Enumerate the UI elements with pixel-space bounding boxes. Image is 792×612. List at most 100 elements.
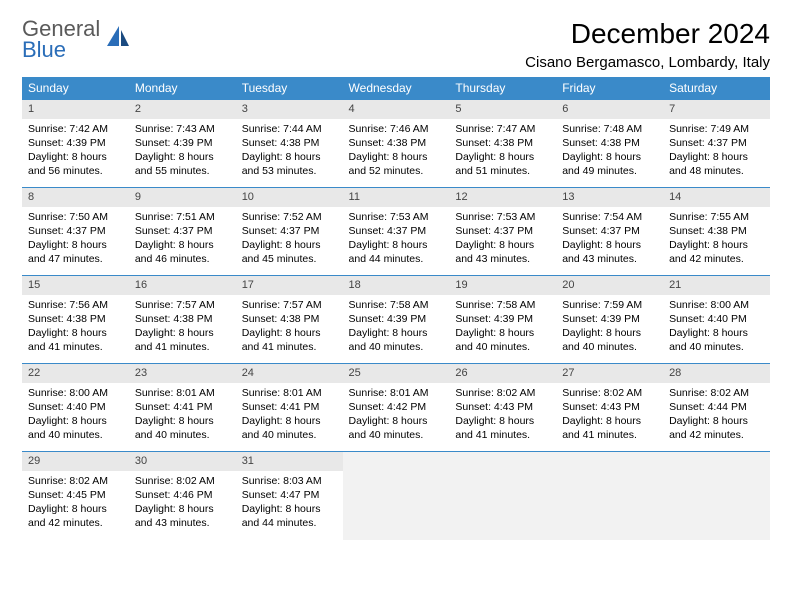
calendar-day: 11Sunrise: 7:53 AMSunset: 4:37 PMDayligh… [343,188,450,276]
sunset-text: Sunset: 4:37 PM [242,224,337,238]
page-title: December 2024 [525,18,770,50]
day-number: 31 [236,452,343,471]
day-number: 13 [556,188,663,207]
sunset-text: Sunset: 4:38 PM [455,136,550,150]
day-number: 9 [129,188,236,207]
sunrise-text: Sunrise: 7:51 AM [135,210,230,224]
calendar-week: 1Sunrise: 7:42 AMSunset: 4:39 PMDaylight… [22,100,770,188]
calendar-day: 4Sunrise: 7:46 AMSunset: 4:38 PMDaylight… [343,100,450,188]
calendar-day: 1Sunrise: 7:42 AMSunset: 4:39 PMDaylight… [22,100,129,188]
daylight-line1: Daylight: 8 hours [562,414,657,428]
calendar-day: 14 Sunrise: 7:55 AMSunset: 4:38 PMDayligh… [663,188,770,276]
calendar-body: 1Sunrise: 7:42 AMSunset: 4:39 PMDaylight… [22,100,770,540]
daylight-line1: Daylight: 8 hours [28,414,123,428]
sunset-text: Sunset: 4:38 PM [669,224,764,238]
day-body: Sunrise: 8:02 AMSunset: 4:45 PMDaylight:… [22,471,129,537]
sunset-text: Sunset: 4:38 PM [242,136,337,150]
day-number: 17 [236,276,343,295]
day-body: Sunrise: 7:58 AMSunset: 4:39 PMDaylight:… [449,295,556,361]
daylight-line1: Daylight: 8 hours [562,238,657,252]
daylight-line2: and 51 minutes. [455,164,550,178]
day-number: 2 [129,100,236,119]
daylight-line2: and 40 minutes. [242,428,337,442]
daylight-line2: and 48 minutes. [669,164,764,178]
day-body: Sunrise: 7:42 AMSunset: 4:39 PMDaylight:… [22,119,129,185]
day-body: Sunrise: 8:01 AMSunset: 4:41 PMDaylight:… [236,383,343,449]
day-body: Sunrise: 8:00 AMSunset: 4:40 PMDaylight:… [663,295,770,361]
calendar-day: 8Sunrise: 7:50 AMSunset: 4:37 PMDaylight… [22,188,129,276]
day-number: 27 [556,364,663,383]
daylight-line2: and 42 minutes. [669,252,764,266]
sunrise-text: Sunrise: 8:02 AM [455,386,550,400]
calendar-week: 22Sunrise: 8:00 AMSunset: 4:40 PMDayligh… [22,364,770,452]
sunset-text: Sunset: 4:37 PM [455,224,550,238]
day-number: 26 [449,364,556,383]
sunrise-text: Sunrise: 7:58 AM [349,298,444,312]
day-number: 6 [556,100,663,119]
sunrise-text: Sunrise: 8:02 AM [28,474,123,488]
sunrise-text: Sunrise: 8:00 AM [669,298,764,312]
calendar-day: 7Sunrise: 7:49 AMSunset: 4:37 PMDaylight… [663,100,770,188]
sunset-text: Sunset: 4:38 PM [135,312,230,326]
day-number: 18 [343,276,450,295]
calendar-day: 17Sunrise: 7:57 AMSunset: 4:38 PMDayligh… [236,276,343,364]
daylight-line2: and 40 minutes. [669,340,764,354]
sunrise-text: Sunrise: 7:48 AM [562,122,657,136]
day-number: 10 [236,188,343,207]
calendar-day: 30Sunrise: 8:02 AMSunset: 4:46 PMDayligh… [129,452,236,540]
day-number: 28 [663,364,770,383]
day-body: Sunrise: 7:58 AMSunset: 4:39 PMDaylight:… [343,295,450,361]
daylight-line2: and 42 minutes. [669,428,764,442]
day-number: 24 [236,364,343,383]
header: General Blue December 2024 Cisano Bergam… [22,18,770,71]
weekday-header: Thursday [449,77,556,100]
calendar-day: 21Sunrise: 8:00 AMSunset: 4:40 PMDayligh… [663,276,770,364]
daylight-line2: and 53 minutes. [242,164,337,178]
calendar-week: 29Sunrise: 8:02 AMSunset: 4:45 PMDayligh… [22,452,770,540]
daylight-line1: Daylight: 8 hours [349,238,444,252]
daylight-line1: Daylight: 8 hours [669,326,764,340]
sunset-text: Sunset: 4:44 PM [669,400,764,414]
daylight-line2: and 49 minutes. [562,164,657,178]
calendar-day: 28Sunrise: 8:02 AMSunset: 4:44 PMDayligh… [663,364,770,452]
calendar-day: 6Sunrise: 7:48 AMSunset: 4:38 PMDaylight… [556,100,663,188]
daylight-line1: Daylight: 8 hours [135,326,230,340]
daylight-line2: and 41 minutes. [28,340,123,354]
daylight-line1: Daylight: 8 hours [28,326,123,340]
sunset-text: Sunset: 4:41 PM [135,400,230,414]
sunset-text: Sunset: 4:39 PM [455,312,550,326]
daylight-line2: and 41 minutes. [562,428,657,442]
sunrise-text: Sunrise: 8:01 AM [349,386,444,400]
calendar-day: 18Sunrise: 7:58 AMSunset: 4:39 PMDayligh… [343,276,450,364]
calendar-day [449,452,556,540]
sunrise-text: Sunrise: 7:59 AM [562,298,657,312]
calendar-header: SundayMondayTuesdayWednesdayThursdayFrid… [22,77,770,100]
calendar-day: 24Sunrise: 8:01 AMSunset: 4:41 PMDayligh… [236,364,343,452]
daylight-line2: and 40 minutes. [349,340,444,354]
daylight-line1: Daylight: 8 hours [28,150,123,164]
calendar-day: 10Sunrise: 7:52 AMSunset: 4:37 PMDayligh… [236,188,343,276]
weekday-header: Monday [129,77,236,100]
weekday-header: Sunday [22,77,129,100]
calendar-day: 16Sunrise: 7:57 AMSunset: 4:38 PMDayligh… [129,276,236,364]
sunrise-text: Sunrise: 7:55 AM [669,210,764,224]
sunset-text: Sunset: 4:38 PM [562,136,657,150]
calendar-day: 27Sunrise: 8:02 AMSunset: 4:43 PMDayligh… [556,364,663,452]
day-body: Sunrise: 7:57 AMSunset: 4:38 PMDaylight:… [129,295,236,361]
daylight-line1: Daylight: 8 hours [135,150,230,164]
daylight-line2: and 52 minutes. [349,164,444,178]
daylight-line1: Daylight: 8 hours [669,238,764,252]
sunset-text: Sunset: 4:37 PM [135,224,230,238]
daylight-line2: and 56 minutes. [28,164,123,178]
calendar-day: 25Sunrise: 8:01 AMSunset: 4:42 PMDayligh… [343,364,450,452]
sunset-text: Sunset: 4:38 PM [28,312,123,326]
sunrise-text: Sunrise: 7:54 AM [562,210,657,224]
calendar-day: 26Sunrise: 8:02 AMSunset: 4:43 PMDayligh… [449,364,556,452]
day-number: 14 [663,188,770,207]
sunrise-text: Sunrise: 7:49 AM [669,122,764,136]
sunrise-text: Sunrise: 7:42 AM [28,122,123,136]
sunrise-text: Sunrise: 8:02 AM [135,474,230,488]
daylight-line1: Daylight: 8 hours [28,502,123,516]
daylight-line1: Daylight: 8 hours [455,150,550,164]
sunset-text: Sunset: 4:38 PM [242,312,337,326]
